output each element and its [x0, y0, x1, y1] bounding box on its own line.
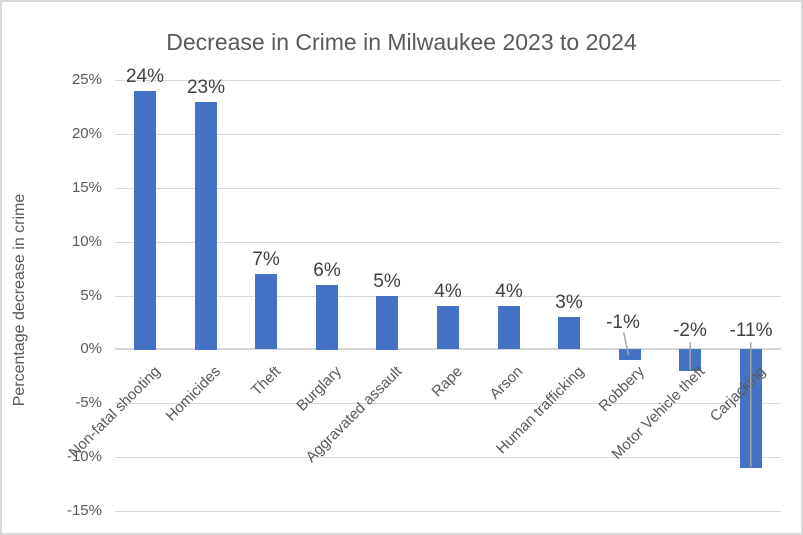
- bar-human-trafficking: [558, 317, 580, 349]
- y-tick-label-10: 10%: [71, 233, 102, 250]
- y-tick-label-25: 25%: [71, 71, 102, 88]
- x-category-label-burglary: Burglary: [293, 363, 345, 415]
- y-tick-label-10: -10%: [66, 448, 102, 465]
- bar-non-fatal-shooting: [134, 91, 156, 350]
- chart-title: Decrease in Crime in Milwaukee 2023 to 2…: [166, 29, 637, 55]
- y-tick-label-5: 5%: [80, 287, 102, 304]
- gridline: [115, 242, 781, 243]
- gridline: [115, 134, 781, 135]
- data-label-homicides: 23%: [186, 77, 226, 98]
- y-axis-title: Percentage decrease in crime: [11, 193, 28, 407]
- y-tick-label-20: 20%: [71, 125, 102, 142]
- gridline: [115, 296, 781, 297]
- bar-robbery: [619, 349, 641, 360]
- gridline: [115, 80, 781, 81]
- gridline: [115, 403, 781, 404]
- data-label-burglary: 6%: [313, 260, 341, 281]
- gridline: [115, 511, 781, 512]
- x-category-label-arson: Arson: [486, 363, 527, 403]
- data-label-carjacking: -11%: [729, 320, 773, 341]
- x-category-label-robbery: Robbery: [595, 363, 648, 416]
- x-category-label-non-fatal-shooting: Non-fatal shooting: [65, 363, 164, 462]
- x-category-label-theft: Theft: [248, 363, 285, 400]
- y-tick-label-0: 0%: [80, 340, 102, 357]
- bar-arson: [498, 306, 520, 349]
- y-tick-label-15: -15%: [66, 502, 102, 519]
- bar-homicides: [195, 102, 217, 350]
- zero-gridline: [115, 348, 781, 350]
- x-category-label-rape: Rape: [428, 363, 467, 401]
- data-label-rape: 4%: [434, 281, 462, 302]
- data-label-human-trafficking: 3%: [555, 292, 583, 313]
- data-label-non-fatal-shooting: 24%: [125, 66, 165, 87]
- data-label-theft: 7%: [252, 249, 280, 270]
- bar-burglary: [316, 285, 338, 350]
- x-category-label-homicides: Homicides: [162, 363, 224, 425]
- data-label-aggravated-assault: 5%: [373, 271, 401, 292]
- bar-rape: [437, 306, 459, 349]
- data-label-motor-vehicle-theft: -2%: [673, 320, 707, 341]
- y-tick-label-15: 15%: [71, 179, 102, 196]
- gridline: [115, 188, 781, 189]
- gridline: [115, 457, 781, 458]
- bar-aggravated-assault: [376, 296, 398, 350]
- bar-theft: [255, 274, 277, 349]
- y-tick-label-5: -5%: [75, 394, 102, 411]
- data-label-arson: 4%: [495, 281, 523, 302]
- data-label-robbery: -1%: [606, 312, 640, 333]
